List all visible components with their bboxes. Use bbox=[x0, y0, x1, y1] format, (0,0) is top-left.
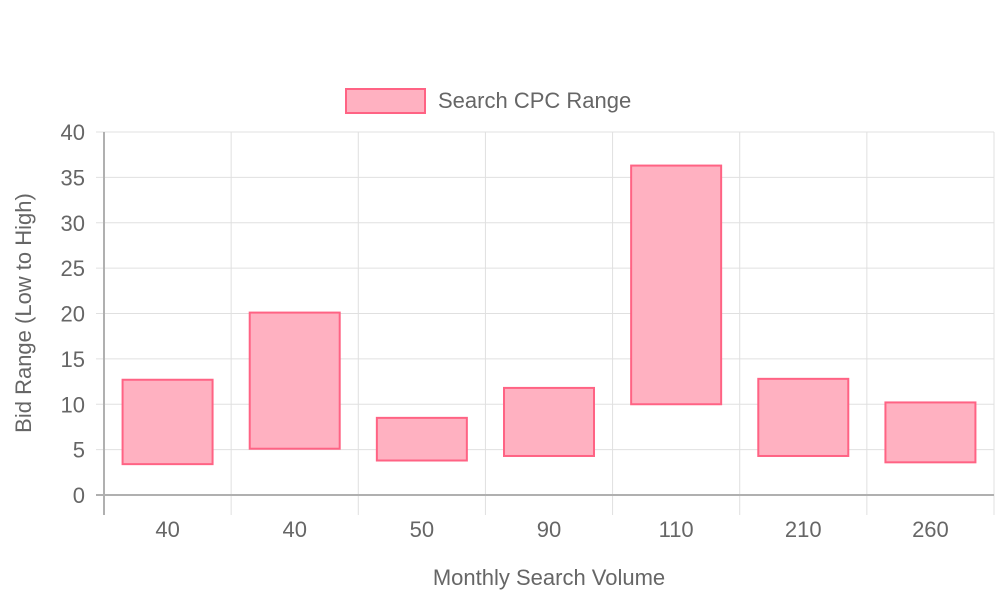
y-tick-label: 30 bbox=[61, 211, 85, 236]
x-axis-title: Monthly Search Volume bbox=[433, 565, 665, 590]
y-tick-label: 10 bbox=[61, 392, 85, 417]
legend-swatch[interactable] bbox=[345, 88, 426, 114]
range-bar bbox=[757, 377, 850, 457]
legend[interactable]: Search CPC Range bbox=[345, 88, 631, 114]
x-tick-label: 110 bbox=[659, 517, 694, 542]
y-tick-label: 0 bbox=[73, 483, 85, 508]
y-tick-label: 5 bbox=[73, 438, 85, 463]
x-tick-label: 90 bbox=[537, 517, 561, 542]
x-tick-label: 40 bbox=[155, 517, 179, 542]
range-bar bbox=[248, 311, 341, 450]
axes bbox=[96, 132, 994, 515]
y-tick-label: 20 bbox=[61, 302, 85, 327]
x-tick-label: 50 bbox=[410, 517, 434, 542]
y-tick-label: 15 bbox=[61, 347, 85, 372]
range-bar bbox=[884, 401, 977, 464]
x-tick-label: 40 bbox=[282, 517, 306, 542]
range-bar bbox=[630, 164, 723, 406]
y-tick-label: 35 bbox=[61, 165, 85, 190]
x-tick-label: 260 bbox=[912, 517, 949, 542]
y-tick-label: 25 bbox=[61, 256, 85, 281]
range-bar bbox=[503, 386, 595, 457]
tick-labels: 0 5 10 15 20 25 30 35 40 40 40 50 90 110 210 260 bbox=[61, 120, 949, 542]
range-bar bbox=[121, 378, 214, 466]
bars bbox=[121, 164, 977, 466]
grid-lines bbox=[96, 131, 995, 515]
range-bar bbox=[375, 416, 468, 462]
y-axis-title: Bid Range (Low to High) bbox=[11, 193, 36, 433]
y-tick-label: 40 bbox=[61, 120, 85, 145]
x-tick-label: 210 bbox=[785, 517, 822, 542]
legend-label[interactable]: Search CPC Range bbox=[438, 88, 631, 113]
